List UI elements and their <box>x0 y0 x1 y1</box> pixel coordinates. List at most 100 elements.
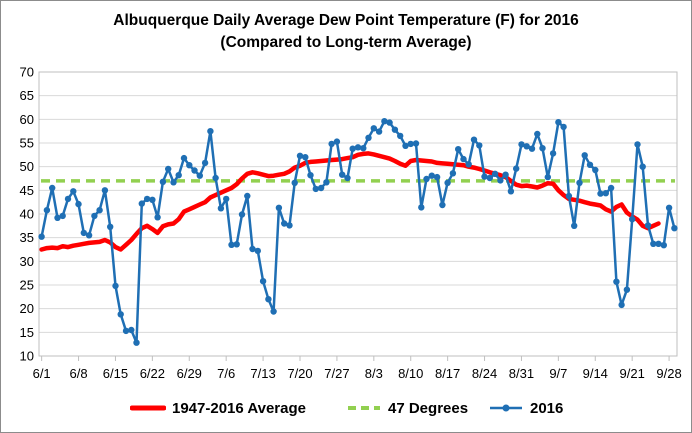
legend-item-2016: 2016 <box>488 396 563 420</box>
series-2016-point <box>465 161 472 168</box>
series-2016-point <box>207 128 214 135</box>
series-2016-point <box>571 222 578 229</box>
x-tick-label: 9/21 <box>620 366 645 381</box>
title-line: Albuquerque Daily Average Dew Point Temp… <box>113 12 579 29</box>
series-2016-point <box>302 154 309 161</box>
series-2016-point <box>323 179 330 186</box>
series-2016-point <box>244 192 251 200</box>
series-2016-point <box>259 278 267 285</box>
series-2016-point <box>70 188 77 195</box>
x-tick-label: 6/29 <box>177 366 202 381</box>
series-2016-point <box>497 177 504 184</box>
series-2016-point <box>523 143 530 150</box>
series-2016-point <box>360 145 367 152</box>
y-tick-label: 55 <box>20 136 34 151</box>
series-2016-point <box>449 170 457 177</box>
series-2016-point <box>370 125 377 132</box>
series-2016-point <box>592 166 599 174</box>
series-2016-point <box>618 301 625 309</box>
series-2016-point <box>402 142 409 149</box>
legend-label-47-degrees: 47 Degrees <box>388 399 469 417</box>
legend-label-2016: 2016 <box>530 399 564 417</box>
y-tick-label: 40 <box>20 207 34 222</box>
y-tick-label: 60 <box>20 112 34 127</box>
y-tick-label: 30 <box>20 254 34 269</box>
series-2016-point <box>428 172 435 179</box>
series-2016-point <box>254 247 261 255</box>
series-2016-point <box>491 170 499 177</box>
series-2016-point <box>623 286 631 293</box>
legend-item-47-degrees: 47 Degrees <box>346 396 468 420</box>
series-2016-point <box>296 152 304 159</box>
series-2016-point <box>565 192 573 200</box>
series-2016-point <box>175 172 182 179</box>
series-2016-point <box>217 205 225 212</box>
x-tick-label: 6/15 <box>103 366 128 381</box>
series-2016-point <box>339 171 346 178</box>
series-2016-point <box>349 145 356 152</box>
series-2016-point <box>671 225 678 232</box>
series-2016-point <box>423 175 430 183</box>
legend-label-average: 1947-2016 Average <box>172 399 306 417</box>
series-2016-point <box>286 222 293 229</box>
series-2016-point <box>249 245 256 253</box>
x-tick-label: 9/28 <box>656 366 681 381</box>
series-2016-point <box>518 141 525 148</box>
series-2016-point <box>629 216 636 223</box>
series-2016-point <box>112 282 119 290</box>
series-2016-point <box>201 159 209 167</box>
series-2016-point <box>265 296 272 303</box>
series-2016-point <box>275 204 283 211</box>
x-tick-label: 8/24 <box>472 366 497 381</box>
y-tick-label: 10 <box>20 349 34 364</box>
series-2016-point <box>655 240 662 247</box>
series-2016-point <box>391 126 399 133</box>
series-2016-point <box>470 136 478 143</box>
series-2016-point <box>159 178 167 185</box>
series-2016-point <box>444 179 451 186</box>
series-2016-point <box>607 184 615 192</box>
series-2016-point <box>133 339 140 346</box>
series-2016-point <box>476 142 483 149</box>
series-2016-point <box>38 233 45 240</box>
series-2016-point <box>122 327 130 335</box>
series-2016-point <box>117 311 124 318</box>
series-2016-point <box>486 174 493 182</box>
series-2016-point <box>143 195 151 203</box>
series-2016-point <box>180 154 188 162</box>
series-2016-point <box>375 128 383 135</box>
series-2016-point <box>238 211 246 218</box>
legend-swatch-average <box>130 405 166 411</box>
series-2016-point <box>586 161 594 168</box>
series-2016-point <box>281 220 288 227</box>
series-2016-point <box>418 204 425 211</box>
series-2016-point <box>397 132 404 140</box>
subtitle-line: (Compared to Long-term Average) <box>220 34 472 51</box>
y-tick-label: 35 <box>20 230 34 245</box>
y-tick-label: 20 <box>20 301 34 316</box>
series-2016-point <box>613 278 620 285</box>
series-2016-point <box>460 155 467 163</box>
y-tick-label: 25 <box>20 278 34 293</box>
series-2016-point <box>412 140 420 147</box>
series-2016-point <box>75 200 82 208</box>
x-tick-label: 8/17 <box>435 366 460 381</box>
series-2016-point <box>91 212 98 220</box>
series-2016-point <box>228 241 235 248</box>
series-2016-point <box>439 201 446 209</box>
series-2016-point <box>170 179 177 186</box>
legend: 1947-2016 Average 47 Degrees 2016 <box>0 396 692 420</box>
series-2016-point <box>223 195 230 203</box>
series-2016-point <box>270 308 277 315</box>
series-2016-point <box>455 146 462 153</box>
series-2016-point <box>212 174 219 182</box>
series-2016-point <box>312 185 319 193</box>
series-2016-point <box>528 145 536 152</box>
series-2016-point <box>59 212 66 220</box>
x-tick-label: 6/8 <box>70 366 88 381</box>
x-tick-label: 7/20 <box>287 366 312 381</box>
series-2016-point <box>665 204 673 211</box>
series-2016-point <box>407 140 414 148</box>
series-2016-point <box>544 173 551 181</box>
series-2016-point <box>644 222 652 229</box>
